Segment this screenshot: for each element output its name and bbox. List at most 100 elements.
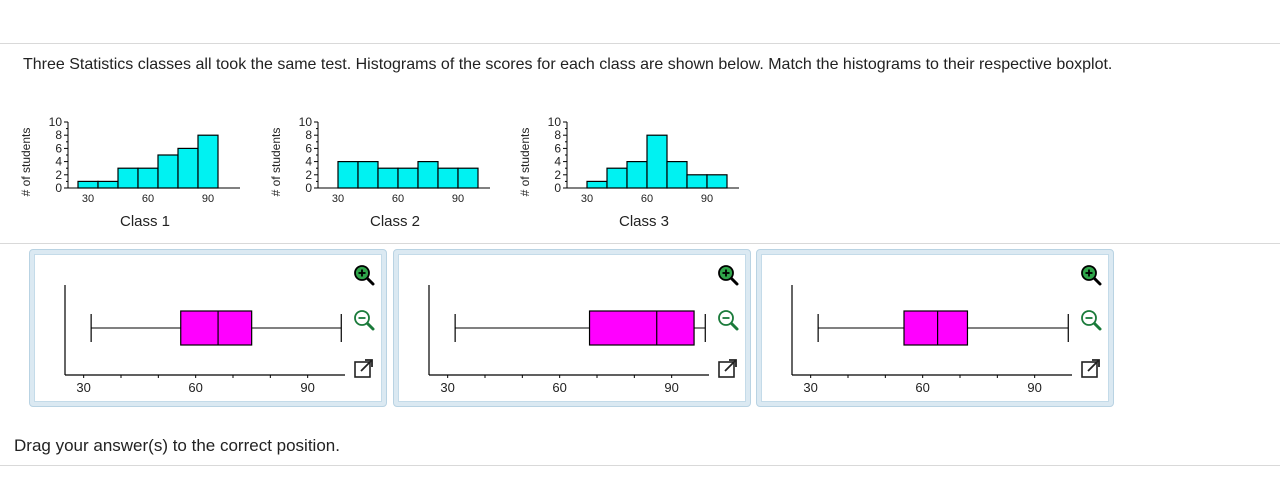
- x-tick-label: 90: [701, 193, 713, 205]
- histogram-title: Class 3: [618, 213, 670, 230]
- boxplot-drop-area[interactable]: 30 60 90: [34, 254, 382, 402]
- histogram-bar: [646, 134, 668, 189]
- question-text: Three Statistics classes all took the sa…: [23, 56, 1113, 73]
- y-tick-label: 2: [554, 168, 561, 182]
- zoom-out-icon[interactable]: [352, 308, 376, 332]
- zoom-out-icon-graphic: [718, 310, 739, 331]
- y-tick-label: 10: [548, 115, 562, 129]
- top-divider: [0, 43, 1280, 44]
- y-tick-label: 6: [55, 141, 62, 155]
- expand-frame: [718, 361, 735, 378]
- histogram-title: Class 2: [369, 213, 421, 230]
- y-tick-label: 0: [305, 181, 312, 195]
- y-tick-label: 6: [305, 141, 312, 155]
- histogram-bar: [117, 167, 139, 189]
- instruction-text: Drag your answer(s) to the correct posit…: [14, 436, 340, 455]
- boxplot-drop-area[interactable]: 30 60 90: [761, 254, 1109, 402]
- boxplot-drop-area[interactable]: 30 60 90: [398, 254, 746, 402]
- expand-icon[interactable]: [716, 357, 740, 381]
- histogram-bar: [177, 147, 199, 189]
- histogram-bar: [586, 180, 608, 189]
- expand-frame: [1081, 361, 1098, 378]
- x-tick-label: 90: [452, 193, 464, 205]
- histogram-bar: [337, 160, 359, 189]
- histogram-bar: [137, 167, 159, 189]
- histogram-bar: [77, 180, 99, 189]
- zoom-out-icon[interactable]: [1079, 308, 1103, 332]
- histogram-bar: [397, 167, 419, 189]
- boxplot-x-tick-label: 30: [76, 380, 90, 395]
- y-tick-label: 0: [554, 181, 561, 195]
- histogram-bar: [417, 160, 439, 189]
- magnifier-handle: [1092, 321, 1102, 331]
- histogram-bar: [197, 134, 219, 189]
- zoom-out-icon[interactable]: [716, 308, 740, 332]
- boxplot-x-tick-label: 30: [803, 380, 817, 395]
- middle-divider: [0, 243, 1280, 244]
- histogram-bar: [666, 160, 688, 189]
- y-tick-label: 6: [554, 141, 561, 155]
- expand-arrow-head: [1092, 359, 1100, 367]
- boxplot-x-tick-label: 60: [552, 380, 566, 395]
- zoom-in-icon-graphic: [1081, 265, 1102, 286]
- histogram-bar: [97, 180, 119, 189]
- x-tick-label: 60: [392, 193, 404, 205]
- y-tick-label: 10: [49, 115, 63, 129]
- expand-graphic: [718, 359, 737, 378]
- histogram-class-2: # of students 0 2 4 6 8 10 30 60 90 Class 2: [269, 105, 510, 240]
- x-tick-label: 90: [202, 193, 214, 205]
- boxplot-x-tick-label: 60: [915, 380, 929, 395]
- expand-arrow-line: [360, 359, 373, 372]
- boxplot-box: [588, 310, 695, 346]
- expand-arrow-head: [729, 359, 737, 367]
- x-tick-label: 30: [332, 193, 344, 205]
- histogram-bar: [686, 174, 708, 189]
- y-tick-label: 4: [554, 155, 561, 169]
- histogram-class-1: # of students 0 2 4 6 8 10 30 60 90 Class 1: [19, 105, 260, 240]
- y-tick-label: 8: [305, 128, 312, 142]
- histogram-bar: [357, 160, 379, 189]
- expand-graphic: [354, 359, 373, 378]
- expand-icon[interactable]: [352, 357, 376, 381]
- histogram-title: Class 1: [119, 213, 171, 230]
- boxplot-x-tick-label: 90: [664, 380, 678, 395]
- histogram-class-3: # of students 0 2 4 6 8 10 30 60 90 Class 3: [518, 105, 759, 240]
- y-tick-label: 10: [299, 115, 313, 129]
- boxplot-card-2[interactable]: 30 60 90: [393, 249, 751, 407]
- boxplot-box: [903, 310, 969, 346]
- x-tick-label: 60: [142, 193, 154, 205]
- expand-graphic: [1081, 359, 1100, 378]
- bottom-divider: [0, 465, 1280, 466]
- zoom-in-icon-graphic: [354, 265, 375, 286]
- histogram-bar: [377, 167, 399, 189]
- magnifier-handle: [1092, 276, 1102, 286]
- magnifier-handle: [729, 321, 739, 331]
- x-tick-label: 30: [82, 193, 94, 205]
- expand-icon[interactable]: [1079, 357, 1103, 381]
- boxplot-x-tick-label: 60: [188, 380, 202, 395]
- boxplot-x-tick-label: 30: [440, 380, 454, 395]
- y-tick-label: 2: [305, 168, 312, 182]
- magnifier-handle: [729, 276, 739, 286]
- expand-frame: [354, 361, 371, 378]
- expand-arrow-line: [724, 359, 737, 372]
- boxplot-x-tick-label: 90: [300, 380, 314, 395]
- histogram-bar: [437, 167, 459, 189]
- zoom-in-icon-graphic: [718, 265, 739, 286]
- y-tick-label: 8: [554, 128, 561, 142]
- magnifier-handle: [365, 276, 375, 286]
- boxplot-card-1[interactable]: 30 60 90: [29, 249, 387, 407]
- boxplot-card-3[interactable]: 30 60 90: [756, 249, 1114, 407]
- zoom-in-icon[interactable]: [1079, 263, 1103, 287]
- y-tick-label: 4: [55, 155, 62, 169]
- expand-arrow-head: [365, 359, 373, 367]
- boxplot-x-tick-label: 90: [1027, 380, 1041, 395]
- boxplot-plot: 30 60 90: [428, 285, 709, 395]
- zoom-in-icon[interactable]: [352, 263, 376, 287]
- y-tick-label: 2: [55, 168, 62, 182]
- histogram-bar: [626, 160, 648, 189]
- zoom-in-icon[interactable]: [716, 263, 740, 287]
- magnifier-handle: [365, 321, 375, 331]
